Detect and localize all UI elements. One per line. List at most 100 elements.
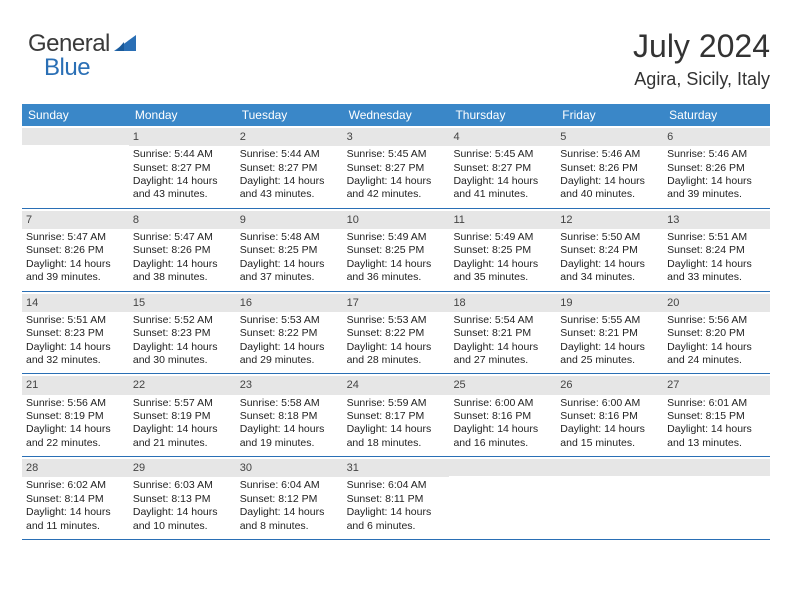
day-number (22, 128, 129, 145)
sunrise-text: Sunrise: 6:03 AM (133, 479, 232, 492)
daylight-text: Daylight: 14 hours and 39 minutes. (667, 175, 766, 202)
day-number: 15 (129, 294, 236, 312)
logo-triangle-icon (114, 33, 136, 56)
day-cell: 17Sunrise: 5:53 AMSunset: 8:22 PMDayligh… (343, 292, 450, 374)
sunset-text: Sunset: 8:19 PM (133, 410, 232, 423)
day-number: 4 (449, 128, 556, 146)
sunset-text: Sunset: 8:25 PM (453, 244, 552, 257)
sunrise-text: Sunrise: 5:56 AM (26, 397, 125, 410)
day-number: 7 (22, 211, 129, 229)
sunrise-text: Sunrise: 5:46 AM (560, 148, 659, 161)
sunrise-text: Sunrise: 5:57 AM (133, 397, 232, 410)
day-number: 26 (556, 376, 663, 394)
daylight-text: Daylight: 14 hours and 36 minutes. (347, 258, 446, 285)
weekday-thursday: Thursday (449, 104, 556, 126)
daylight-text: Daylight: 14 hours and 39 minutes. (26, 258, 125, 285)
day-number: 20 (663, 294, 770, 312)
sunrise-text: Sunrise: 5:51 AM (26, 314, 125, 327)
sunset-text: Sunset: 8:25 PM (347, 244, 446, 257)
sunset-text: Sunset: 8:22 PM (347, 327, 446, 340)
sunset-text: Sunset: 8:21 PM (560, 327, 659, 340)
weekday-wednesday: Wednesday (343, 104, 450, 126)
day-cell: 6Sunrise: 5:46 AMSunset: 8:26 PMDaylight… (663, 126, 770, 208)
daylight-text: Daylight: 14 hours and 19 minutes. (240, 423, 339, 450)
daylight-text: Daylight: 14 hours and 13 minutes. (667, 423, 766, 450)
day-cell (556, 457, 663, 539)
daylight-text: Daylight: 14 hours and 37 minutes. (240, 258, 339, 285)
sunrise-text: Sunrise: 5:52 AM (133, 314, 232, 327)
daylight-text: Daylight: 14 hours and 15 minutes. (560, 423, 659, 450)
day-cell: 18Sunrise: 5:54 AMSunset: 8:21 PMDayligh… (449, 292, 556, 374)
day-number: 11 (449, 211, 556, 229)
sunrise-text: Sunrise: 5:45 AM (453, 148, 552, 161)
day-number: 30 (236, 459, 343, 477)
daylight-text: Daylight: 14 hours and 8 minutes. (240, 506, 339, 533)
week-row: 14Sunrise: 5:51 AMSunset: 8:23 PMDayligh… (22, 292, 770, 375)
day-number: 12 (556, 211, 663, 229)
weekday-header-row: Sunday Monday Tuesday Wednesday Thursday… (22, 104, 770, 126)
day-cell: 7Sunrise: 5:47 AMSunset: 8:26 PMDaylight… (22, 209, 129, 291)
day-cell: 16Sunrise: 5:53 AMSunset: 8:22 PMDayligh… (236, 292, 343, 374)
sunset-text: Sunset: 8:20 PM (667, 327, 766, 340)
daylight-text: Daylight: 14 hours and 6 minutes. (347, 506, 446, 533)
sunrise-text: Sunrise: 5:59 AM (347, 397, 446, 410)
sunrise-text: Sunrise: 5:49 AM (347, 231, 446, 244)
day-number: 6 (663, 128, 770, 146)
day-cell: 29Sunrise: 6:03 AMSunset: 8:13 PMDayligh… (129, 457, 236, 539)
sunrise-text: Sunrise: 5:55 AM (560, 314, 659, 327)
sunrise-text: Sunrise: 6:04 AM (240, 479, 339, 492)
sunrise-text: Sunrise: 5:54 AM (453, 314, 552, 327)
daylight-text: Daylight: 14 hours and 28 minutes. (347, 341, 446, 368)
day-number (449, 459, 556, 476)
day-number: 8 (129, 211, 236, 229)
sunset-text: Sunset: 8:24 PM (667, 244, 766, 257)
daylight-text: Daylight: 14 hours and 21 minutes. (133, 423, 232, 450)
day-cell: 26Sunrise: 6:00 AMSunset: 8:16 PMDayligh… (556, 374, 663, 456)
day-number: 31 (343, 459, 450, 477)
daylight-text: Daylight: 14 hours and 41 minutes. (453, 175, 552, 202)
day-number: 27 (663, 376, 770, 394)
daylight-text: Daylight: 14 hours and 18 minutes. (347, 423, 446, 450)
day-number: 1 (129, 128, 236, 146)
daylight-text: Daylight: 14 hours and 34 minutes. (560, 258, 659, 285)
sunset-text: Sunset: 8:14 PM (26, 493, 125, 506)
daylight-text: Daylight: 14 hours and 32 minutes. (26, 341, 125, 368)
sunset-text: Sunset: 8:16 PM (453, 410, 552, 423)
sunrise-text: Sunrise: 5:51 AM (667, 231, 766, 244)
sunrise-text: Sunrise: 6:04 AM (347, 479, 446, 492)
daylight-text: Daylight: 14 hours and 30 minutes. (133, 341, 232, 368)
sunrise-text: Sunrise: 5:47 AM (26, 231, 125, 244)
day-cell: 21Sunrise: 5:56 AMSunset: 8:19 PMDayligh… (22, 374, 129, 456)
sunrise-text: Sunrise: 5:56 AM (667, 314, 766, 327)
logo-blue: Blue (44, 54, 90, 81)
weekday-tuesday: Tuesday (236, 104, 343, 126)
weekday-saturday: Saturday (663, 104, 770, 126)
sunset-text: Sunset: 8:26 PM (133, 244, 232, 257)
day-number (556, 459, 663, 476)
sunrise-text: Sunrise: 5:53 AM (240, 314, 339, 327)
sunrise-text: Sunrise: 6:01 AM (667, 397, 766, 410)
sunset-text: Sunset: 8:24 PM (560, 244, 659, 257)
daylight-text: Daylight: 14 hours and 10 minutes. (133, 506, 232, 533)
sunset-text: Sunset: 8:16 PM (560, 410, 659, 423)
sunset-text: Sunset: 8:26 PM (560, 162, 659, 175)
sunset-text: Sunset: 8:25 PM (240, 244, 339, 257)
day-number (663, 459, 770, 476)
day-number: 16 (236, 294, 343, 312)
day-cell: 28Sunrise: 6:02 AMSunset: 8:14 PMDayligh… (22, 457, 129, 539)
daylight-text: Daylight: 14 hours and 42 minutes. (347, 175, 446, 202)
day-cell (22, 126, 129, 208)
sunrise-text: Sunrise: 5:46 AM (667, 148, 766, 161)
day-number: 5 (556, 128, 663, 146)
day-cell: 8Sunrise: 5:47 AMSunset: 8:26 PMDaylight… (129, 209, 236, 291)
sunset-text: Sunset: 8:27 PM (240, 162, 339, 175)
week-row: 21Sunrise: 5:56 AMSunset: 8:19 PMDayligh… (22, 374, 770, 457)
day-number: 10 (343, 211, 450, 229)
weekday-monday: Monday (129, 104, 236, 126)
daylight-text: Daylight: 14 hours and 11 minutes. (26, 506, 125, 533)
sunrise-text: Sunrise: 5:53 AM (347, 314, 446, 327)
sunrise-text: Sunrise: 5:45 AM (347, 148, 446, 161)
sunset-text: Sunset: 8:27 PM (133, 162, 232, 175)
day-number: 3 (343, 128, 450, 146)
sunrise-text: Sunrise: 6:00 AM (453, 397, 552, 410)
